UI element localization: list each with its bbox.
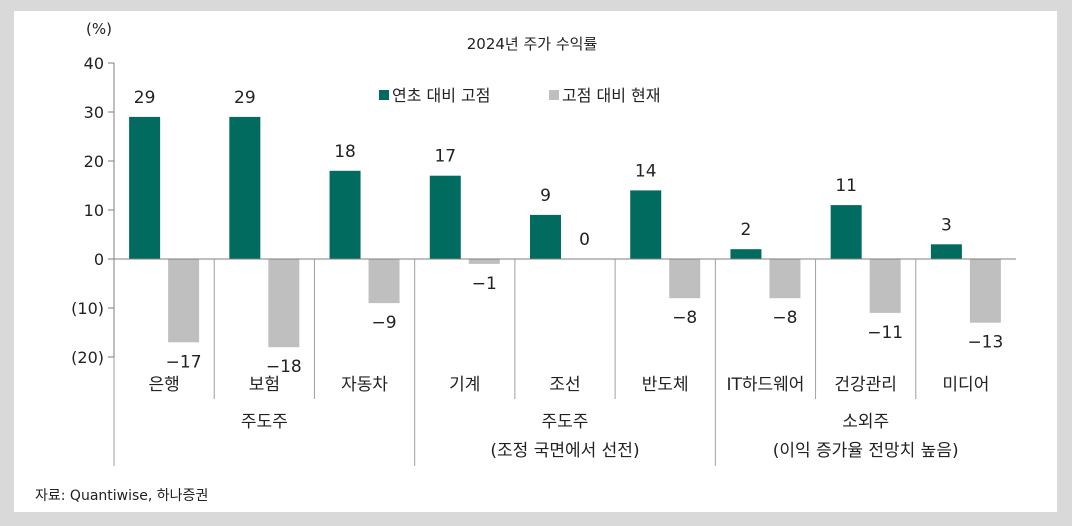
y-tick-label: 0	[94, 250, 104, 269]
x-category-label: 기계	[449, 375, 480, 395]
group-label: (이익 증가율 전망치 높음)	[773, 441, 959, 461]
legend-label: 연초 대비 고점	[392, 86, 491, 105]
bar-ytd-high	[129, 116, 161, 260]
x-category-label: 반도체	[642, 375, 689, 395]
x-category-label: 미디어	[942, 375, 989, 395]
bar-value-label: −8	[672, 308, 697, 328]
bar-ytd-high	[930, 244, 962, 259]
group-label: (조정 국면에서 선전)	[490, 441, 639, 461]
bar-from-high	[869, 259, 901, 313]
bar-value-label: 3	[941, 215, 952, 235]
bar-from-high	[168, 259, 200, 343]
bar-value-label: −1	[472, 274, 497, 294]
chart-title: 2024년 주가 수익률	[467, 35, 598, 53]
bar-from-high	[368, 259, 400, 304]
y-tick-label: 20	[84, 152, 104, 171]
bar-ytd-high	[429, 175, 461, 259]
bar-from-high	[268, 259, 300, 348]
x-category-label: IT하드웨어	[726, 375, 804, 395]
bar-value-label: 18	[334, 142, 356, 162]
group-label: 주도주	[542, 412, 589, 432]
bar-ytd-high	[830, 205, 862, 259]
source-note: 자료: Quantiwise, 하나증권	[35, 488, 208, 504]
bar-value-label: 17	[434, 147, 456, 167]
bar-value-label: −11	[867, 323, 903, 343]
bar-from-high	[769, 259, 801, 299]
bars	[129, 116, 1001, 348]
bar-value-label: 11	[835, 176, 857, 196]
bar-from-high	[969, 259, 1001, 323]
bar-from-high	[468, 259, 500, 264]
y-tick-label: (10)	[71, 299, 104, 318]
y-tick-label: (20)	[71, 348, 104, 367]
legend-label: 고점 대비 현재	[562, 86, 661, 105]
x-category-label: 자동차	[341, 375, 388, 395]
bar-value-label: −13	[967, 333, 1003, 353]
bar-ytd-high	[229, 116, 261, 260]
bar-value-label: −18	[266, 357, 302, 377]
bar-from-high	[669, 259, 701, 299]
group-label: 소외주	[842, 412, 889, 432]
legend: 연초 대비 고점 고점 대비 현재	[379, 86, 661, 105]
bar-value-label: 9	[540, 186, 551, 206]
legend-swatch	[379, 90, 389, 100]
bar-ytd-high	[329, 170, 361, 259]
group-label: 주도주	[241, 412, 288, 432]
chart-frame: 2024년 주가 수익률 (%) 40 30 20 10 0 (10) (20) 29 −17…	[14, 11, 1057, 512]
bar-value-label: −17	[166, 352, 202, 372]
x-category-label: 보험	[249, 375, 280, 395]
bar-value-label: 29	[234, 88, 256, 108]
bar-ytd-high	[730, 249, 762, 259]
bar-value-label: 14	[635, 161, 657, 181]
x-category-label: 은행	[148, 375, 179, 395]
bar-value-label: −9	[372, 313, 397, 333]
x-category-label: 조선	[549, 375, 580, 395]
bar-ytd-high	[630, 190, 662, 259]
y-tick-label: 10	[84, 201, 104, 220]
bar-value-label: 0	[579, 230, 590, 250]
y-axis-unit: (%)	[86, 20, 112, 38]
y-axis: 40 30 20 10 0 (10) (20)	[71, 54, 115, 367]
bar-value-label: −8	[772, 308, 797, 328]
bar-labels: 29 −17 29 −18 18 −9 17 −1 9 0 14 −8 2 −8 11 −11 3 −13	[134, 88, 1004, 377]
y-tick-label: 40	[84, 54, 104, 73]
legend-swatch	[549, 90, 559, 100]
bar-value-label: 2	[741, 220, 752, 240]
bar-value-label: 29	[134, 88, 156, 108]
x-category-label: 건강관리	[834, 375, 897, 395]
bar-ytd-high	[530, 214, 561, 259]
y-tick-label: 30	[84, 103, 104, 122]
